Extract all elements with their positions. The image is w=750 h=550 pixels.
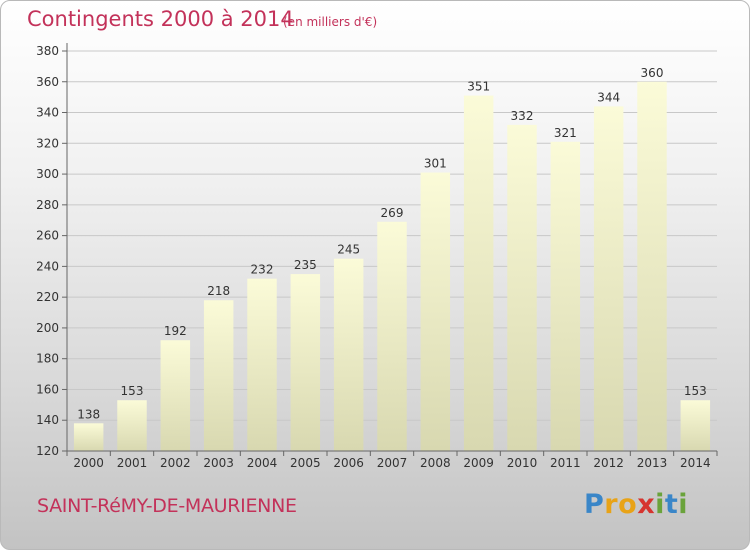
- x-tick-label: 2013: [637, 456, 668, 470]
- y-tick-label: 240: [36, 259, 59, 273]
- bar: [377, 221, 407, 451]
- chart-unit: (en milliers d'€): [283, 15, 378, 29]
- x-tick-label: 2007: [377, 456, 408, 470]
- logo-letter: i: [655, 489, 665, 520]
- bar: [680, 400, 711, 451]
- bar: [160, 340, 191, 451]
- x-tick-label: 2001: [117, 456, 148, 470]
- y-tick-label: 160: [36, 382, 59, 396]
- bar-value-label: 301: [424, 157, 447, 171]
- y-tick-label: 280: [36, 198, 59, 212]
- y-tick-label: 140: [36, 413, 59, 427]
- bar-value-label: 269: [381, 206, 404, 220]
- bar-value-label: 321: [554, 126, 577, 140]
- logo-letter: i: [678, 489, 689, 520]
- bar: [637, 81, 667, 452]
- bar: [507, 124, 537, 451]
- y-tick-label: 180: [36, 352, 59, 366]
- bar-value-label: 245: [337, 243, 360, 257]
- bar: [203, 300, 234, 451]
- bar: [73, 423, 104, 451]
- logo-letter: r: [604, 489, 619, 520]
- bar-value-label: 153: [121, 384, 144, 398]
- bar-value-label: 235: [294, 258, 317, 272]
- x-tick-label: 2003: [203, 456, 234, 470]
- x-tick-label: 2009: [463, 456, 494, 470]
- bar: [550, 141, 581, 451]
- x-tick-label: 2010: [507, 456, 538, 470]
- bar: [290, 274, 321, 451]
- logo-letter: t: [664, 489, 679, 520]
- x-tick-label: 2000: [73, 456, 104, 470]
- x-tick-label: 2014: [680, 456, 711, 470]
- bar: [333, 258, 364, 451]
- bar-value-label: 351: [467, 80, 490, 94]
- x-tick-label: 2004: [247, 456, 278, 470]
- bar-value-label: 218: [207, 284, 230, 298]
- x-tick-label: 2005: [290, 456, 321, 470]
- x-tick-label: 2012: [593, 456, 624, 470]
- chart-title: Contingents 2000 à 2014: [27, 7, 294, 31]
- proxiti-logo[interactable]: Proxiti: [584, 489, 688, 520]
- y-tick-label: 300: [36, 167, 59, 181]
- bar-value-label: 138: [77, 407, 100, 421]
- bar-value-label: 153: [684, 384, 707, 398]
- y-tick-label: 380: [36, 44, 59, 58]
- y-tick-label: 360: [36, 75, 59, 89]
- bar-value-label: 344: [597, 90, 620, 104]
- bar: [117, 400, 147, 451]
- bar-value-label: 332: [511, 109, 534, 123]
- y-tick-label: 260: [36, 229, 59, 243]
- y-tick-label: 120: [36, 444, 59, 458]
- bar-value-label: 192: [164, 324, 187, 338]
- x-tick-label: 2006: [333, 456, 364, 470]
- y-tick-label: 320: [36, 136, 59, 150]
- x-tick-label: 2002: [160, 456, 191, 470]
- bar: [593, 106, 624, 451]
- bar-value-label: 360: [641, 66, 664, 80]
- bar: [247, 278, 277, 451]
- bar: [420, 172, 451, 452]
- commune-name: SAINT-RéMY-DE-MAURIENNE: [37, 495, 297, 517]
- logo-letter: o: [618, 489, 638, 520]
- logo-letter: P: [584, 489, 605, 520]
- x-tick-label: 2008: [420, 456, 451, 470]
- y-tick-label: 220: [36, 290, 59, 304]
- y-tick-label: 200: [36, 321, 59, 335]
- bar-value-label: 232: [251, 263, 274, 277]
- logo-letter: x: [637, 489, 656, 520]
- x-tick-label: 2011: [550, 456, 581, 470]
- y-tick-label: 340: [36, 106, 59, 120]
- bar: [463, 95, 494, 451]
